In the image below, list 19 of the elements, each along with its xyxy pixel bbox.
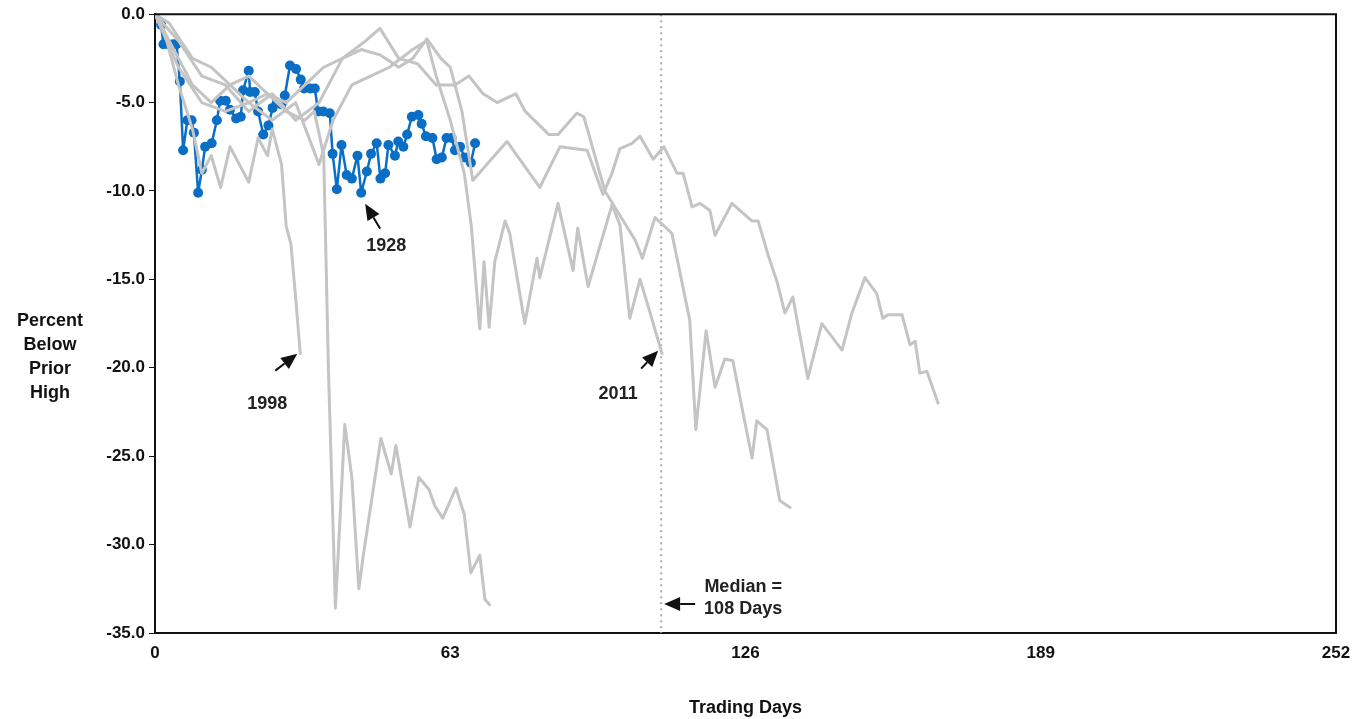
annotation: 1998: [247, 392, 288, 413]
x-tick-label: 63: [440, 642, 460, 662]
y-tick-label: -25.0: [106, 445, 145, 465]
y-tick-label: -15.0: [106, 269, 145, 289]
x-axis-title: Trading Days: [688, 697, 803, 718]
y-tick-label: -5.0: [115, 92, 145, 112]
x-tick-label: 126: [731, 642, 760, 662]
y-axis-title: Percent Below Prior High: [15, 309, 84, 404]
y-tick-label: 0.0: [121, 3, 145, 23]
annotation: 1928: [366, 234, 407, 255]
x-tick-label: 189: [1026, 642, 1055, 662]
ref-line-label: Median = 108 Days: [704, 575, 783, 618]
y-tick-label: -20.0: [106, 357, 145, 377]
annotation: 2011: [598, 382, 638, 403]
y-tick-label: -30.0: [106, 534, 145, 554]
y-tick-label: -35.0: [106, 622, 145, 642]
x-tick-label: 252: [1321, 642, 1351, 662]
y-tick-label: -10.0: [106, 180, 145, 200]
x-tick-label: 0: [150, 642, 160, 662]
